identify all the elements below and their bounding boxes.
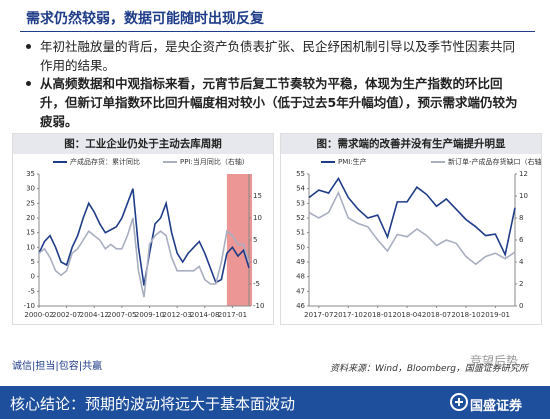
y-tick-label: 48 xyxy=(296,273,305,281)
x-tick-label: 2004-12 xyxy=(80,311,109,319)
y-tick-label: 49 xyxy=(296,258,305,266)
y-tick-label: 52 xyxy=(296,214,305,222)
y-tick-label: 35 xyxy=(26,170,35,178)
y2-tick-label: 15 xyxy=(253,192,262,200)
y2-tick-label: 10 xyxy=(519,192,528,200)
x-tick-label: 2012-03 xyxy=(163,311,192,319)
motto: 诚信|担当|包容|共赢 xyxy=(12,361,103,372)
chart-title: 图：需求端的改善并没有生产端提升明显 xyxy=(281,134,541,154)
y-tick-label: 55 xyxy=(296,170,305,178)
y-tick-label: 47 xyxy=(296,287,305,295)
x-tick-label: 2002-07 xyxy=(52,311,81,319)
y-tick-label: 5 xyxy=(31,258,35,266)
highlight xyxy=(226,174,252,306)
y-tick-label: -5 xyxy=(28,287,35,295)
y2-tick-label: 6 xyxy=(519,236,524,244)
x-tick-label: 2018-10 xyxy=(451,311,480,319)
x-tick-label: 2000-02 xyxy=(24,311,53,319)
x-tick-label: 2017-01 xyxy=(218,311,247,319)
legend-label: PPI:当月同比（右轴） xyxy=(180,157,249,166)
x-tick-label: 2009-10 xyxy=(135,311,164,319)
chart-title: 图：工业企业仍处于主动去库周期 xyxy=(13,134,273,154)
y-tick-label: 0 xyxy=(31,273,35,281)
y2-tick-label: 12 xyxy=(519,170,528,178)
title-rule xyxy=(20,31,535,32)
y-tick-label: 54 xyxy=(296,185,305,193)
y2-tick-label: 0 xyxy=(253,258,257,266)
y-tick-label: 10 xyxy=(26,243,35,251)
y-tick-label: 46 xyxy=(296,302,305,310)
chart-panel: 图：工业企业仍处于主动去库周期 -10 -5 0 5 10 15 20 25 30 35 -10 -5… xyxy=(12,133,274,325)
y2-tick-label: 8 xyxy=(519,214,523,222)
series-line xyxy=(308,176,516,258)
legend-label: PMI:生产 xyxy=(338,157,367,166)
logo-text: 国盛证券 xyxy=(470,399,523,414)
y-tick-label: 15 xyxy=(26,229,35,237)
x-tick-label: 2017-10 xyxy=(334,311,363,319)
chart: -10-505101520253035-10-50510152000-02200… xyxy=(24,157,265,319)
y-tick-label: 53 xyxy=(296,199,305,207)
x-tick-label: 2018-07 xyxy=(422,311,451,319)
x-tick-label: 2018-04 xyxy=(392,311,422,319)
x-tick-label: 2018-01 xyxy=(363,311,392,319)
y2-tick-label: -5 xyxy=(253,280,260,288)
source: 资料来源：Wind，Bloomberg，国盛证券研究所 xyxy=(330,364,528,374)
y2-tick-label: 0 xyxy=(519,302,523,310)
y-tick-label: 20 xyxy=(26,214,35,222)
series-line xyxy=(308,190,516,266)
y2-tick-label: 4 xyxy=(519,258,524,266)
y-tick-label: -10 xyxy=(24,302,35,310)
legend-label: 产成品存货：累计同比 xyxy=(70,157,140,166)
x-tick-label: 2007-05 xyxy=(107,311,136,319)
y-tick-label: 25 xyxy=(26,199,35,207)
y-tick-label: 30 xyxy=(26,185,35,193)
chart-panel: 图：需求端的改善并没有生产端提升明显 46 47 48 49 50 51 52 53 54 55 0… xyxy=(280,133,542,325)
bullet: 从高频数据和中观指标来看，元宵节后复工节奏较为平稳，体现为生产指数的环比回升，但… xyxy=(26,74,520,131)
x-tick-label: 2014-08 xyxy=(190,311,219,319)
bullet: 年初社融放量的背后，是央企资产负债表扩张、民企纾困机制引导以及季节性因素共同作用… xyxy=(26,37,520,75)
conclusion: 核心结论：预期的波动将远大于基本面波动 xyxy=(10,395,296,413)
y2-tick-label: -10 xyxy=(253,302,264,310)
y2-tick-label: 2 xyxy=(519,280,523,288)
y-tick-label: 51 xyxy=(296,229,305,237)
series-line xyxy=(38,217,250,298)
logo-icon xyxy=(450,393,468,411)
x-tick-label: 2019-01 xyxy=(481,311,510,319)
slide-title: 需求仍然较弱，数据可能随时出现反复 xyxy=(26,11,264,27)
y-tick-label: 50 xyxy=(296,243,305,251)
y2-tick-label: 10 xyxy=(253,214,262,222)
legend-label: 新订单-产成品存货缺口（右轴） xyxy=(448,157,541,166)
y2-tick-label: 5 xyxy=(253,236,257,244)
series-line xyxy=(38,188,250,286)
x-tick-label: 2017-07 xyxy=(304,311,333,319)
watermark: 竞望后势 xyxy=(470,354,519,368)
